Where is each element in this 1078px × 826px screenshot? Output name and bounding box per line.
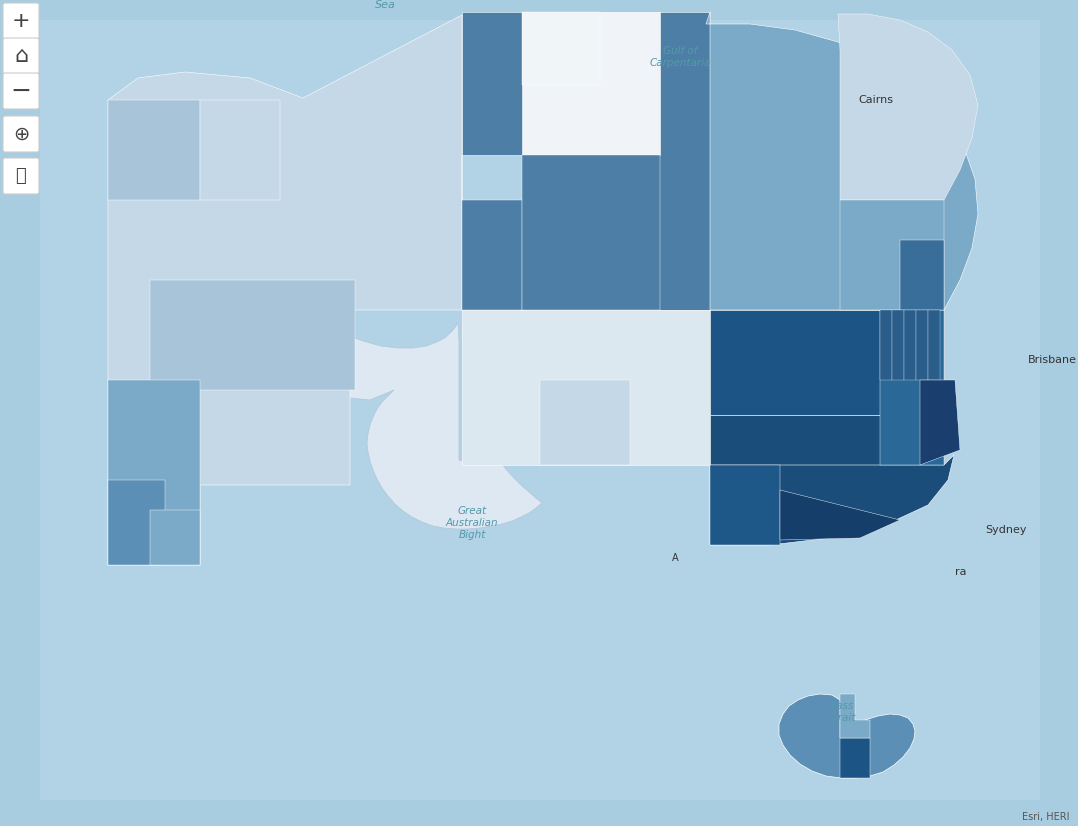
Polygon shape xyxy=(462,155,522,310)
Polygon shape xyxy=(108,480,165,565)
Polygon shape xyxy=(838,14,978,200)
Polygon shape xyxy=(880,310,944,465)
Polygon shape xyxy=(710,455,954,545)
Polygon shape xyxy=(840,694,870,738)
Text: Sea: Sea xyxy=(374,0,396,10)
Text: Brisbane: Brisbane xyxy=(1028,355,1077,365)
Polygon shape xyxy=(706,12,978,310)
Text: ⌕: ⌕ xyxy=(15,167,26,185)
Polygon shape xyxy=(522,12,600,85)
Polygon shape xyxy=(540,380,630,465)
FancyBboxPatch shape xyxy=(3,38,39,74)
Polygon shape xyxy=(150,280,355,390)
Polygon shape xyxy=(201,100,280,200)
Polygon shape xyxy=(108,100,201,200)
Polygon shape xyxy=(780,490,900,540)
FancyBboxPatch shape xyxy=(3,3,39,39)
Polygon shape xyxy=(840,738,870,778)
Text: A: A xyxy=(672,553,679,563)
Polygon shape xyxy=(150,510,201,565)
Polygon shape xyxy=(710,310,944,415)
Text: Great
Australian
Bight: Great Australian Bight xyxy=(445,506,498,539)
Text: Gulf of
Carpentaria: Gulf of Carpentaria xyxy=(649,46,710,68)
Polygon shape xyxy=(710,465,780,545)
Text: ra: ra xyxy=(955,567,967,577)
Polygon shape xyxy=(779,694,915,778)
FancyBboxPatch shape xyxy=(3,116,39,152)
Polygon shape xyxy=(920,380,960,465)
Polygon shape xyxy=(522,155,660,310)
Polygon shape xyxy=(116,97,651,529)
Polygon shape xyxy=(522,12,660,155)
Polygon shape xyxy=(462,12,710,310)
Polygon shape xyxy=(462,310,710,465)
Polygon shape xyxy=(916,310,928,380)
Polygon shape xyxy=(892,310,904,380)
Text: −: − xyxy=(11,79,31,103)
Text: ⌂: ⌂ xyxy=(14,46,28,66)
Polygon shape xyxy=(880,310,892,380)
Polygon shape xyxy=(904,310,916,380)
Polygon shape xyxy=(108,15,462,565)
Text: Sydney: Sydney xyxy=(985,525,1026,535)
Text: Esri, HERI: Esri, HERI xyxy=(1023,812,1070,822)
Text: Bass
Strait: Bass Strait xyxy=(828,701,856,723)
Polygon shape xyxy=(108,380,201,565)
Polygon shape xyxy=(900,240,944,310)
Text: +: + xyxy=(12,11,30,31)
FancyBboxPatch shape xyxy=(3,158,39,194)
Polygon shape xyxy=(710,415,944,465)
Polygon shape xyxy=(840,200,944,310)
Text: ⊕: ⊕ xyxy=(13,125,29,144)
FancyBboxPatch shape xyxy=(3,73,39,109)
Text: Cairns: Cairns xyxy=(858,95,893,105)
Polygon shape xyxy=(928,310,940,380)
